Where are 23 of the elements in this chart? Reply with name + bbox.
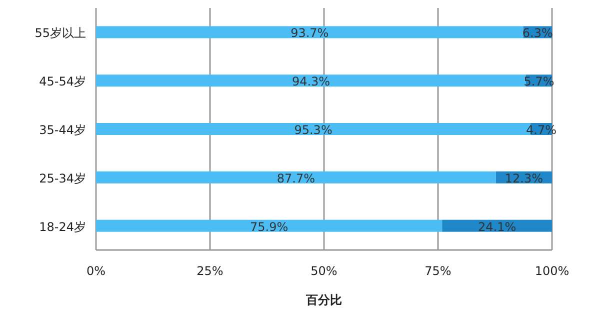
y-tick-label: 25-34岁 xyxy=(39,171,86,186)
x-axis-title: 百分比 xyxy=(305,293,342,307)
x-tick-label: 25% xyxy=(196,264,224,278)
bar xyxy=(96,26,524,38)
y-tick-label: 18-24岁 xyxy=(39,220,86,234)
x-tick-label: 75% xyxy=(424,264,452,278)
bar xyxy=(442,220,552,232)
data-label: 94.3% xyxy=(292,74,330,89)
y-tick-label: 55岁以上 xyxy=(34,26,86,40)
data-label: 24.1% xyxy=(478,220,516,234)
data-label: 87.7% xyxy=(276,171,316,186)
bar xyxy=(96,220,442,232)
bar xyxy=(96,74,526,87)
y-tick-label: 45-54岁 xyxy=(39,74,86,89)
x-tick-label: 0% xyxy=(86,264,106,278)
x-tick-label: 50% xyxy=(310,264,338,278)
data-label: 12.3% xyxy=(504,171,544,186)
data-label: 93.7% xyxy=(290,26,329,40)
data-label: 75.9% xyxy=(250,220,288,234)
x-tick-label: 100% xyxy=(534,264,570,278)
bar xyxy=(96,171,496,184)
data-label: 95.3% xyxy=(294,123,332,137)
y-tick-label: 35-44岁 xyxy=(39,123,86,137)
